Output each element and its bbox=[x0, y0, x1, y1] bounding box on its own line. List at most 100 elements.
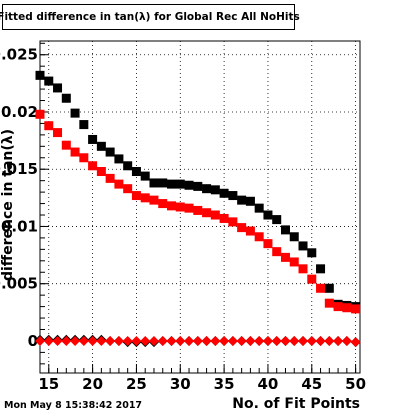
y-axis: 0 0.005 0.01 0.015 0.02 0.025 bbox=[0, 42, 49, 365]
data-point bbox=[184, 335, 195, 346]
data-point bbox=[114, 154, 124, 164]
x-tick-label: 45 bbox=[301, 375, 322, 393]
data-point bbox=[79, 120, 89, 130]
data-point bbox=[210, 185, 220, 195]
y-tick-label: 0.02 bbox=[1, 103, 38, 121]
data-point bbox=[88, 161, 98, 171]
data-point bbox=[175, 335, 186, 346]
data-point bbox=[105, 147, 115, 157]
data-point bbox=[289, 232, 299, 242]
data-point bbox=[149, 195, 159, 205]
data-point bbox=[245, 196, 255, 206]
data-point bbox=[175, 202, 185, 212]
data-point bbox=[35, 109, 45, 119]
data-point bbox=[271, 335, 282, 346]
data-point bbox=[298, 241, 308, 251]
data-point bbox=[123, 184, 133, 194]
data-point bbox=[324, 335, 335, 346]
data-point bbox=[237, 223, 247, 233]
data-point bbox=[351, 304, 361, 314]
x-tick-label: 40 bbox=[258, 375, 279, 393]
x-axis-label: No. of Fit Points bbox=[232, 396, 360, 412]
data-point bbox=[307, 248, 317, 258]
y-tick-label: 0.025 bbox=[0, 46, 38, 64]
data-point bbox=[87, 335, 98, 346]
data-point bbox=[96, 335, 107, 346]
data-point bbox=[105, 335, 116, 346]
data-point bbox=[53, 128, 63, 138]
data-point bbox=[131, 191, 141, 201]
data-point bbox=[245, 226, 255, 236]
data-point bbox=[298, 264, 308, 274]
data-point bbox=[193, 181, 203, 191]
data-points bbox=[35, 70, 361, 348]
data-point bbox=[315, 335, 326, 346]
data-point bbox=[298, 335, 309, 346]
data-point bbox=[307, 274, 317, 284]
data-point bbox=[289, 257, 299, 267]
data-point bbox=[44, 76, 54, 86]
x-tick-label: 50 bbox=[345, 375, 366, 393]
data-point bbox=[140, 335, 151, 346]
data-point bbox=[210, 210, 220, 220]
data-point bbox=[61, 93, 71, 103]
data-point bbox=[113, 335, 124, 346]
x-tick-label: 25 bbox=[126, 375, 147, 393]
data-point bbox=[158, 199, 168, 209]
data-point bbox=[140, 193, 150, 203]
data-point bbox=[263, 210, 273, 220]
data-point bbox=[280, 225, 290, 235]
data-point bbox=[175, 179, 185, 189]
data-point bbox=[324, 283, 334, 293]
data-point bbox=[148, 335, 159, 346]
data-point bbox=[272, 247, 282, 257]
data-point bbox=[316, 283, 326, 293]
data-point bbox=[35, 335, 45, 346]
data-point bbox=[78, 335, 89, 346]
data-point bbox=[333, 335, 344, 346]
chart-title: Fitted difference in tan(λ) for Global R… bbox=[0, 4, 300, 30]
data-point bbox=[35, 70, 45, 80]
data-point bbox=[157, 335, 168, 346]
data-point bbox=[79, 153, 89, 163]
data-point bbox=[324, 298, 334, 308]
x-tick-label: 30 bbox=[170, 375, 191, 393]
data-point bbox=[201, 335, 212, 346]
data-point bbox=[219, 335, 230, 346]
data-point bbox=[341, 335, 352, 346]
data-point bbox=[167, 201, 177, 211]
data-point bbox=[167, 179, 177, 189]
data-point bbox=[149, 178, 159, 188]
data-point bbox=[158, 178, 168, 188]
data-point bbox=[254, 335, 265, 346]
data-point bbox=[280, 252, 290, 262]
x-tick-label: 35 bbox=[214, 375, 235, 393]
data-point bbox=[350, 337, 361, 348]
data-point bbox=[228, 191, 238, 201]
data-point bbox=[210, 335, 221, 346]
data-point bbox=[70, 335, 81, 346]
data-point bbox=[245, 335, 256, 346]
data-point bbox=[342, 303, 352, 313]
data-point bbox=[131, 167, 141, 177]
data-point bbox=[193, 205, 203, 215]
data-point bbox=[53, 83, 63, 93]
data-point bbox=[202, 184, 212, 194]
data-point bbox=[166, 335, 177, 346]
data-point bbox=[61, 140, 71, 150]
data-point bbox=[219, 188, 229, 198]
data-point bbox=[105, 173, 115, 183]
data-point bbox=[123, 161, 133, 171]
data-point bbox=[262, 335, 273, 346]
y-tick-label: 0.005 bbox=[0, 275, 38, 293]
timestamp: Mon May 8 15:38:42 2017 bbox=[4, 400, 143, 411]
data-point bbox=[184, 180, 194, 190]
y-axis-label: difference in tan(λ) bbox=[0, 128, 16, 282]
data-point bbox=[316, 264, 326, 274]
data-point bbox=[192, 335, 203, 346]
y-tick-label: 0 bbox=[28, 332, 38, 350]
data-point bbox=[96, 167, 106, 177]
data-point bbox=[61, 335, 72, 346]
data-point bbox=[70, 147, 80, 157]
